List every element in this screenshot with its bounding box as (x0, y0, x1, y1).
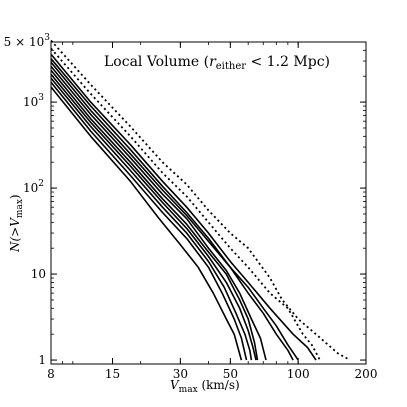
x-tick-label: 100 (287, 367, 310, 381)
y-tick-label: 5 × 103 (4, 33, 51, 49)
x-tick-label: 8 (47, 367, 55, 381)
y-tick-label: 1 (38, 353, 46, 367)
series-line-3 (50, 53, 317, 361)
series-line-7 (50, 69, 259, 361)
x-tick-label: 15 (105, 367, 120, 381)
series-line-9 (50, 77, 253, 361)
series-line-4 (50, 58, 299, 361)
y-axis-label: N(>Vmax) (8, 194, 25, 253)
series-line-1 (50, 39, 351, 361)
ticks-layer: 8 15 30 50 100 200 1 10 102 103 5 × 103 (4, 33, 378, 381)
series-line-2 (50, 47, 321, 361)
x-tick-label: 200 (355, 367, 378, 381)
chart-title: Local Volume (reither < 1.2 Mpc) (104, 54, 330, 72)
series-line-6 (50, 65, 267, 361)
plot-frame (50, 41, 367, 365)
series-layer (50, 39, 351, 361)
x-tick-label: 50 (223, 367, 238, 381)
y-tick-label: 10 (31, 267, 46, 281)
series-line-5 (50, 61, 294, 361)
y-tick-label: 103 (23, 93, 44, 109)
series-line-11 (50, 86, 243, 361)
series-line-10 (50, 81, 248, 361)
x-axis-label: Vmax (km/s) (170, 378, 240, 395)
series-line-8 (50, 73, 257, 361)
x-tick-label: 30 (173, 367, 188, 381)
y-tick-label: 102 (23, 179, 44, 195)
